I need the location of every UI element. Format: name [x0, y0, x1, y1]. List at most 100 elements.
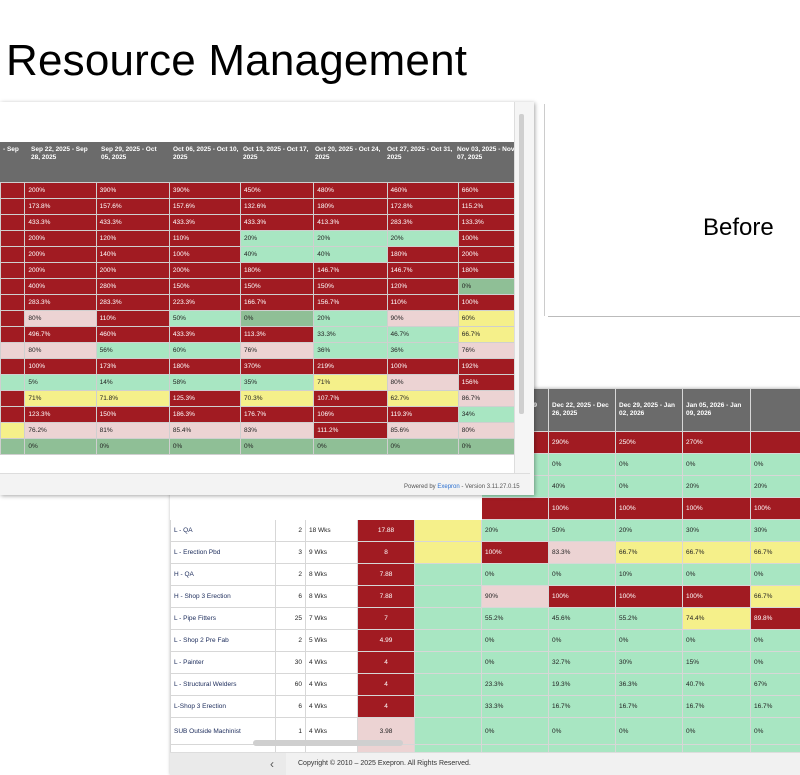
- utilization-cell: 15%: [682, 651, 751, 674]
- utilization-cell: 40.7%: [682, 673, 751, 696]
- utilization-cell: 16.7%: [615, 695, 683, 718]
- utilization-cell: 16.7%: [750, 695, 800, 718]
- utilization-cell: 150%: [168, 278, 242, 295]
- vertical-scrollbar[interactable]: [519, 114, 524, 414]
- table-row: 100% 100% 100% 100%: [170, 497, 800, 520]
- utilization-cell: 146.7%: [386, 262, 459, 279]
- utilization-cell: 19.3%: [548, 673, 616, 696]
- utilization-cell: 30%: [750, 519, 800, 542]
- utilization-cell: 58%: [168, 374, 242, 391]
- utilization-cell: 67%: [750, 673, 800, 696]
- utilization-cell: 0%: [95, 438, 170, 455]
- quantity-cell: 25: [275, 607, 306, 630]
- utilization-cell: 100%: [682, 585, 751, 608]
- chevron-left-icon[interactable]: ‹: [270, 757, 274, 771]
- utilization-cell: 0%: [615, 717, 683, 745]
- utilization-cell: 0%: [682, 629, 751, 652]
- quantity-cell: 60: [275, 673, 306, 696]
- column-header: Oct 27, 2025 - Oct 31, 2025: [387, 146, 453, 161]
- utilization-cell: 146.7%: [313, 262, 388, 279]
- utilization-cell: 110%: [386, 294, 459, 311]
- sidebar-collapse: [170, 753, 286, 775]
- quantity-cell: 6: [275, 585, 306, 608]
- utilization-cell: 35%: [240, 374, 315, 391]
- utilization-cell: 0%: [750, 651, 800, 674]
- resource-name-cell: H - QA: [170, 563, 276, 586]
- column-header: [750, 388, 800, 432]
- quantity-cell: 2: [275, 563, 306, 586]
- utilization-cell: 480%: [313, 182, 388, 199]
- table-row: 283.3% 283.3% 223.3% 166.7% 156.7% 110% 100%: [0, 294, 531, 311]
- utilization-cell: 433.3%: [95, 214, 170, 231]
- utilization-cell: 200%: [95, 262, 170, 279]
- utilization-cell: 180%: [386, 246, 459, 263]
- utilization-cell: 433.3%: [240, 214, 315, 231]
- utilization-cell: 55.2%: [615, 607, 683, 630]
- utilization-cell: 0%: [682, 717, 751, 745]
- utilization-cell: 85.6%: [386, 422, 459, 439]
- utilization-cell: 157.6%: [95, 198, 170, 215]
- utilization-cell: 0%: [615, 453, 683, 476]
- utilization-cell: [414, 519, 482, 542]
- quantity-cell: 30: [275, 651, 306, 674]
- table-row: L - Pipe Fitters 25 7 Wks 7 55.2% 45.6% 55.2% 7…: [170, 607, 800, 630]
- utilization-cell: 20%: [386, 230, 459, 247]
- utilization-cell: 71%: [313, 374, 388, 391]
- utilization-cell: [0, 230, 26, 247]
- utilization-cell: 0%: [548, 453, 616, 476]
- vertical-scrollbar-track: [514, 102, 534, 495]
- resource-table: 200% 390% 390% 450% 480% 460% 660% 173.8% 157.6%…: [0, 182, 531, 455]
- utilization-cell: 280%: [95, 278, 170, 295]
- utilization-cell: 283.3%: [386, 214, 459, 231]
- score-cell: 4.99: [357, 629, 415, 652]
- utilization-cell: 176.7%: [240, 406, 315, 423]
- utilization-cell: 50%: [168, 310, 242, 327]
- utilization-cell: 460%: [95, 326, 170, 343]
- utilization-cell: 140%: [95, 246, 170, 263]
- duration-cell: 8 Wks: [305, 563, 358, 586]
- utilization-cell: 283.3%: [95, 294, 170, 311]
- utilization-cell: 100%: [615, 585, 683, 608]
- utilization-cell: 120%: [95, 230, 170, 247]
- utilization-cell: 200%: [24, 262, 97, 279]
- table-row: 123.3% 150% 186.3% 176.7% 106% 119.3% 34%: [0, 406, 531, 423]
- table-row: 71% 71.8% 125.3% 70.3% 107.7% 62.7% 86.7%: [0, 390, 531, 407]
- utilization-cell: 45.6%: [548, 607, 616, 630]
- utilization-cell: 100%: [24, 358, 97, 375]
- table-row: 200% 390% 390% 450% 480% 460% 660%: [0, 182, 531, 199]
- utilization-cell: [414, 607, 482, 630]
- utilization-cell: 120%: [386, 278, 459, 295]
- table-row: 0% 0% 0% 0% 0% 0% 0%: [0, 438, 531, 455]
- slide-title: Resource Management: [6, 36, 468, 85]
- resource-table-screenshot-before: - Sep Sep 22, 2025 - Sep 28, 2025 Sep 29, …: [0, 102, 534, 495]
- utilization-cell: 20%: [240, 230, 315, 247]
- utilization-cell: 40%: [313, 246, 388, 263]
- utilization-cell: 460%: [386, 182, 459, 199]
- utilization-cell: 433.3%: [24, 214, 97, 231]
- utilization-cell: 390%: [95, 182, 170, 199]
- utilization-cell: 433.3%: [168, 214, 242, 231]
- utilization-cell: 433.3%: [168, 326, 242, 343]
- utilization-cell: 66.7%: [750, 585, 800, 608]
- utilization-cell: [414, 651, 482, 674]
- utilization-cell: 100%: [386, 358, 459, 375]
- utilization-cell: [0, 182, 26, 199]
- utilization-cell: [414, 541, 482, 564]
- utilization-cell: 0%: [548, 629, 616, 652]
- utilization-cell: 36.3%: [615, 673, 683, 696]
- divider: [544, 104, 545, 316]
- utilization-cell: 250%: [615, 431, 683, 454]
- quantity-cell: 3: [275, 541, 306, 564]
- utilization-cell: 172.8%: [386, 198, 459, 215]
- utilization-cell: 0%: [24, 438, 97, 455]
- column-header: Jan 05, 2026 - Jan 09, 2026: [682, 388, 751, 432]
- utilization-cell: 0%: [481, 651, 549, 674]
- utilization-cell: 125.3%: [168, 390, 242, 407]
- utilization-cell: 157.6%: [168, 198, 242, 215]
- horizontal-scrollbar[interactable]: [253, 740, 403, 746]
- utilization-cell: [414, 585, 482, 608]
- table-row: 200% 140% 100% 40% 40% 180% 200%: [0, 246, 531, 263]
- table-row: L - Painter 30 4 Wks 4 0% 32.7% 30% 15% 0%: [170, 651, 800, 674]
- column-header: Dec 29, 2025 - Jan 02, 2026: [615, 388, 683, 432]
- utilization-cell: 180%: [457, 262, 531, 279]
